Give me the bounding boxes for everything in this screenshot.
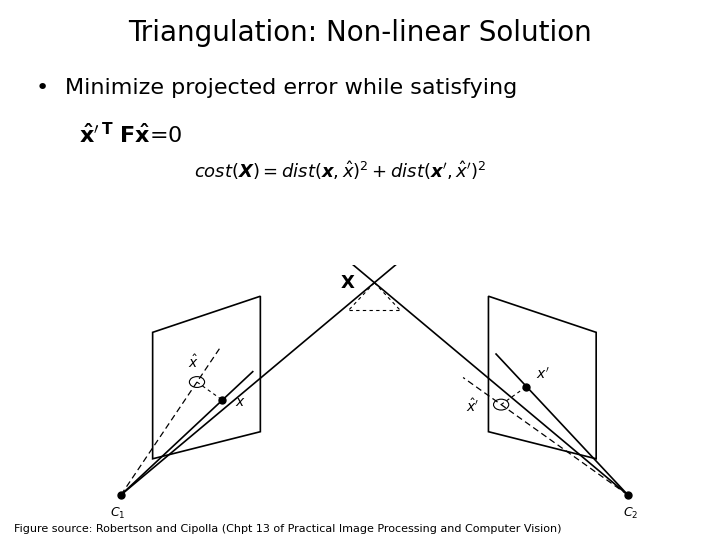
- Text: $\hat{x}'$: $\hat{x}'$: [466, 398, 479, 415]
- Text: $x$: $x$: [235, 395, 246, 409]
- Text: $\hat{x}$: $\hat{x}$: [189, 354, 199, 371]
- Text: $x'$: $x'$: [536, 367, 550, 382]
- Text: •: •: [36, 78, 49, 98]
- Text: Figure source: Robertson and Cipolla (Chpt 13 of Practical Image Processing and : Figure source: Robertson and Cipolla (Ch…: [14, 523, 562, 534]
- Text: $cost(\boldsymbol{X}) = dist(\boldsymbol{x},\boldsymbol{\hat{x}})^2 + dist(\bold: $cost(\boldsymbol{X}) = dist(\boldsymbol…: [194, 159, 487, 182]
- Text: $\mathbf{\hat{x}'^{\,T}\ F\hat{x}}$=0: $\mathbf{\hat{x}'^{\,T}\ F\hat{x}}$=0: [79, 122, 183, 147]
- Text: $\mathbf{X}$: $\mathbf{X}$: [340, 274, 356, 292]
- Text: $C_1$: $C_1$: [110, 506, 125, 521]
- Text: Minimize projected error while satisfying: Minimize projected error while satisfyin…: [65, 78, 517, 98]
- Text: Triangulation: Non-linear Solution: Triangulation: Non-linear Solution: [128, 19, 592, 47]
- Text: $C_2$: $C_2$: [624, 506, 639, 521]
